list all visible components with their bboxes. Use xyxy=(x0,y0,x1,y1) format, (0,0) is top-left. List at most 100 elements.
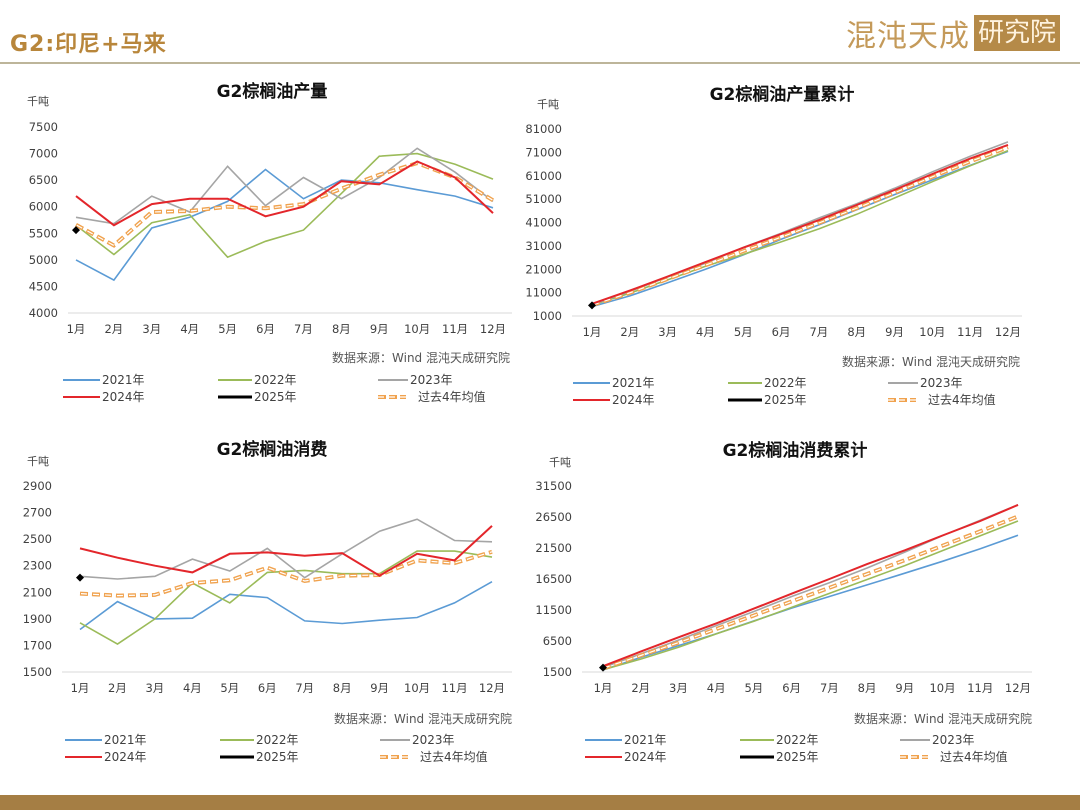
x-tick-label: 4月 xyxy=(707,681,726,695)
legend-item-avg: 过去4年均值 xyxy=(380,749,488,764)
x-tick-label: 6月 xyxy=(256,322,275,336)
y-tick-label: 2900 xyxy=(23,479,52,493)
x-tick-label: 5月 xyxy=(220,681,239,695)
x-tick-label: 9月 xyxy=(370,322,389,336)
legend-label: 2021年 xyxy=(102,373,145,387)
legend-label: 2023年 xyxy=(412,733,455,747)
x-tick-label: 5月 xyxy=(744,681,763,695)
y-tick-label: 11000 xyxy=(525,286,562,300)
x-tick-label: 10月 xyxy=(404,322,430,336)
x-tick-label: 4月 xyxy=(183,681,202,695)
x-tick-label: 9月 xyxy=(895,681,914,695)
x-tick-label: 11月 xyxy=(957,325,983,339)
x-tick-label: 2月 xyxy=(631,681,650,695)
legend-item-2022: 2022年 xyxy=(220,733,299,747)
series-2025-point-1 xyxy=(588,301,596,310)
series-2021-line xyxy=(79,581,493,631)
source-note: 数据来源：Wind 混沌天成研究院 xyxy=(332,350,510,365)
series-2023-line xyxy=(75,147,494,225)
legend-item-2023: 2023年 xyxy=(888,376,963,390)
legend-item-2021: 2021年 xyxy=(573,376,655,390)
legend-label: 2023年 xyxy=(932,733,975,747)
y-tick-label: 5000 xyxy=(29,253,58,267)
legend-item-2023: 2023年 xyxy=(900,733,975,747)
y-tick-label: 6500 xyxy=(543,634,572,648)
legend-label: 2025年 xyxy=(254,390,297,404)
x-tick-label: 12月 xyxy=(1005,681,1031,695)
y-axis-unit: 千吨 xyxy=(549,456,571,469)
chart-title: G2棕榈油产量 xyxy=(217,81,328,102)
legend-label: 2022年 xyxy=(254,373,297,387)
series-2022-line xyxy=(602,520,1019,671)
legend-label: 2025年 xyxy=(256,750,299,764)
x-tick-label: 6月 xyxy=(772,325,791,339)
y-tick-label: 31500 xyxy=(535,479,572,493)
y-tick-label: 31000 xyxy=(525,239,562,253)
y-tick-label: 16500 xyxy=(535,572,572,586)
x-tick-label: 4月 xyxy=(696,325,715,339)
y-tick-label: 6500 xyxy=(29,173,58,187)
legend-item-avg: 过去4年均值 xyxy=(900,749,1008,764)
legend-label: 2023年 xyxy=(920,376,963,390)
x-tick-label: 1月 xyxy=(67,322,86,336)
series-2021-line xyxy=(75,168,494,282)
legend-item-2022: 2022年 xyxy=(740,733,819,747)
x-tick-label: 11月 xyxy=(967,681,993,695)
legend-item-2024: 2024年 xyxy=(573,393,655,407)
series-2024-line xyxy=(75,160,494,227)
legend-item-2022: 2022年 xyxy=(218,373,297,387)
series-avg-line-inner xyxy=(602,515,1019,669)
series-avg-line-inner xyxy=(591,146,1009,306)
legend-item-2025: 2025年 xyxy=(218,390,297,404)
y-tick-label: 81000 xyxy=(525,122,562,136)
legend-label: 2024年 xyxy=(624,750,667,764)
x-tick-label: 7月 xyxy=(809,325,828,339)
legend-label: 2022年 xyxy=(776,733,819,747)
x-tick-label: 7月 xyxy=(294,322,313,336)
x-tick-label: 5月 xyxy=(734,325,753,339)
chart-title: G2棕榈油产量累计 xyxy=(710,84,855,105)
logo-text: 混沌天成 xyxy=(846,19,970,54)
y-tick-label: 71000 xyxy=(525,145,562,159)
legend-item-avg: 过去4年均值 xyxy=(888,392,996,407)
x-tick-label: 4月 xyxy=(180,322,199,336)
legend-label: 2022年 xyxy=(764,376,807,390)
footer-bar xyxy=(0,795,1080,810)
x-tick-label: 9月 xyxy=(370,681,389,695)
x-tick-label: 6月 xyxy=(782,681,801,695)
x-tick-label: 12月 xyxy=(995,325,1021,339)
chart-title: G2棕榈油消费 xyxy=(217,439,328,460)
legend-label: 2024年 xyxy=(104,750,147,764)
legend-item-avg: 过去4年均值 xyxy=(378,389,486,404)
y-tick-label: 2100 xyxy=(23,585,52,599)
legend-label: 过去4年均值 xyxy=(418,389,486,404)
legend-item-2025: 2025年 xyxy=(220,750,299,764)
y-tick-label: 26500 xyxy=(535,510,572,524)
y-tick-label: 41000 xyxy=(525,216,562,230)
x-tick-label: 12月 xyxy=(479,681,505,695)
legend-item-2021: 2021年 xyxy=(63,373,145,387)
page-title: G2:印尼+马来 xyxy=(10,32,167,57)
y-tick-label: 1500 xyxy=(543,665,572,679)
series-2024-line xyxy=(591,143,1009,305)
x-tick-label: 3月 xyxy=(658,325,677,339)
y-tick-label: 6000 xyxy=(29,200,58,214)
x-tick-label: 10月 xyxy=(929,681,955,695)
source-note: 数据来源：Wind 混沌天成研究院 xyxy=(334,711,512,726)
x-tick-label: 1月 xyxy=(594,681,613,695)
legend-item-2023: 2023年 xyxy=(380,733,455,747)
x-tick-label: 12月 xyxy=(480,322,506,336)
series-2022-line xyxy=(79,550,493,646)
legend-label: 2021年 xyxy=(612,376,655,390)
x-tick-label: 11月 xyxy=(442,322,468,336)
y-tick-label: 7500 xyxy=(29,120,58,134)
legend-item-2024: 2024年 xyxy=(63,390,145,404)
x-tick-label: 11月 xyxy=(441,681,467,695)
series-avg-line-inner xyxy=(75,162,494,247)
x-tick-label: 7月 xyxy=(295,681,314,695)
y-tick-label: 2300 xyxy=(23,559,52,573)
